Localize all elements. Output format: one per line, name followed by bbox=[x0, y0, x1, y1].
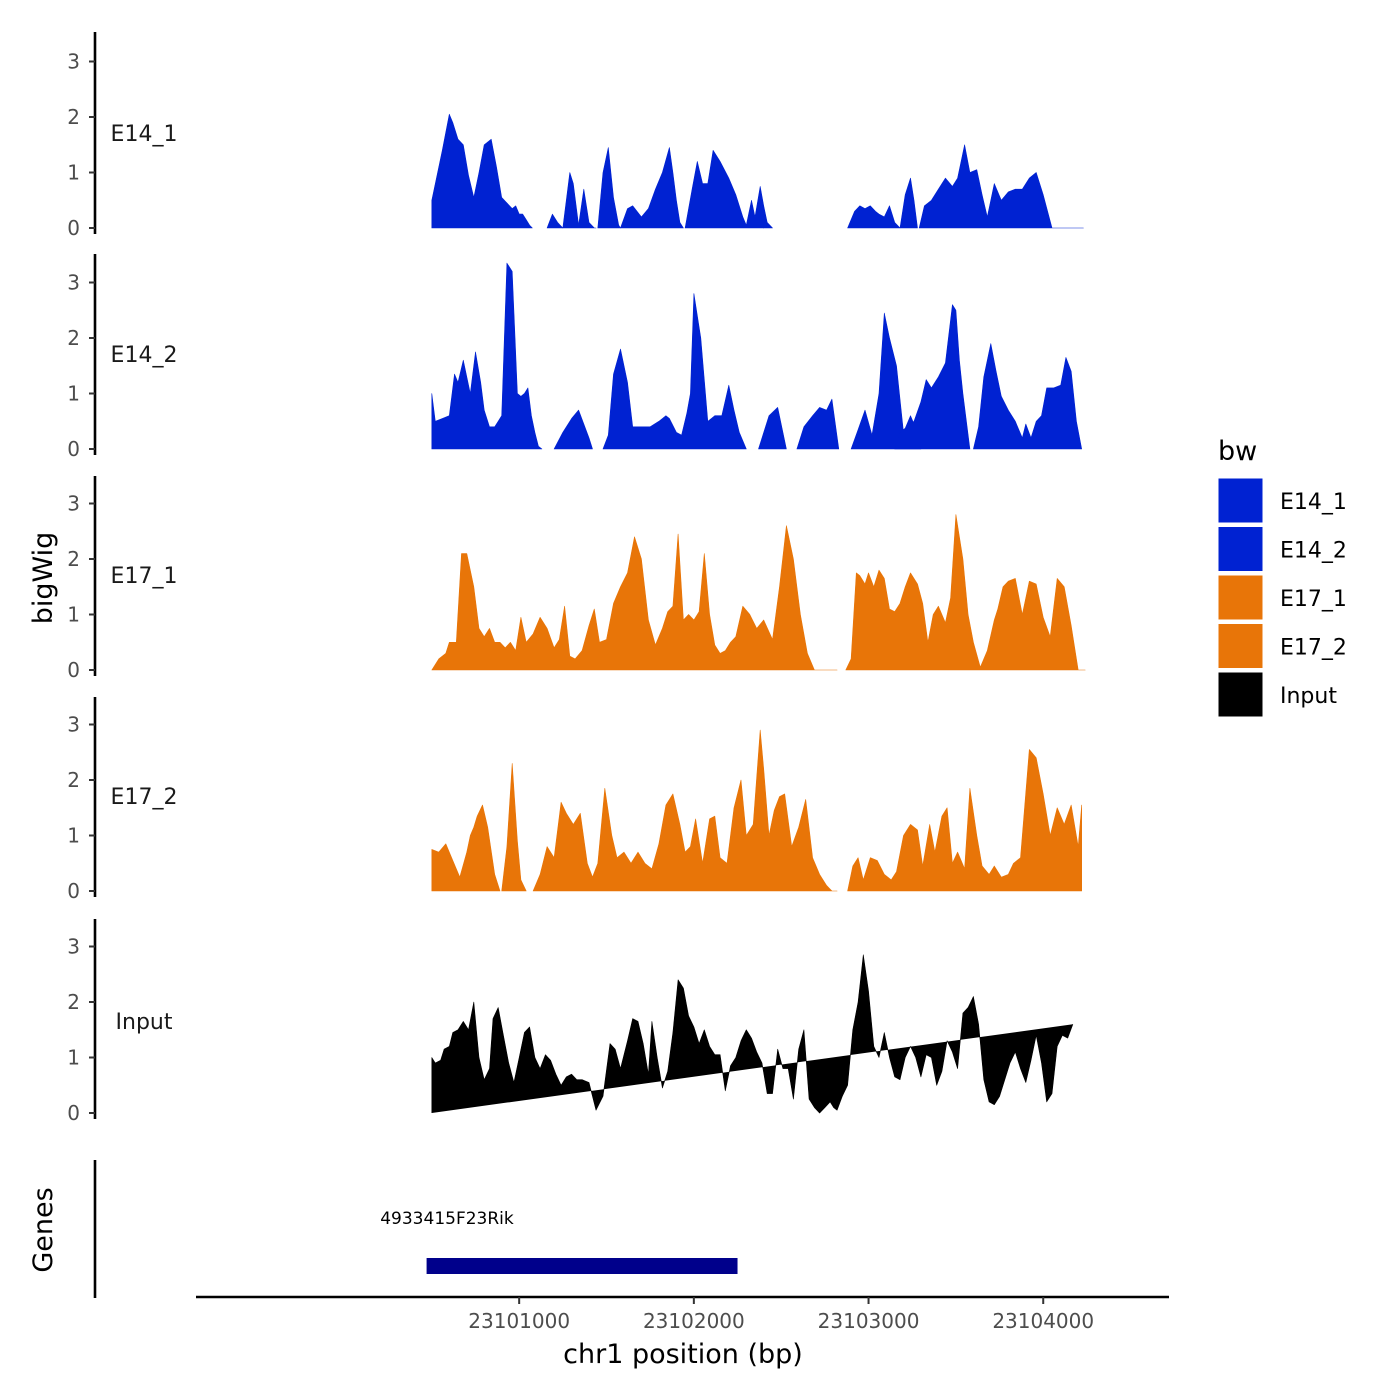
legend-swatch-Input bbox=[1217, 671, 1264, 718]
legend-title: bw bbox=[1218, 436, 1257, 467]
y-axis-title: bigWig bbox=[28, 532, 59, 625]
y-tick-label: 3 bbox=[67, 492, 80, 516]
legend-label-E17_1: E17_1 bbox=[1280, 587, 1347, 612]
genes-axis-title: Genes bbox=[28, 1187, 59, 1272]
track-label: E14_1 bbox=[111, 122, 178, 147]
area-E17_2 bbox=[501, 763, 527, 892]
area-E14_2 bbox=[796, 398, 840, 450]
track-E14_1: 0 1 2 3 E14_1 bbox=[67, 32, 1084, 240]
area-E14_2 bbox=[758, 407, 787, 450]
area-Input bbox=[431, 954, 1074, 1114]
legend-swatch-E17_1 bbox=[1217, 574, 1264, 621]
y-tick-label: 3 bbox=[67, 271, 80, 295]
area-E17_2 bbox=[532, 729, 838, 892]
tracks-layer: 0 1 2 3 E14_1 0 1 2 3 E14_2 0 1 2 3 E17_1 0 1 2 3 E17_2 0 1 2 3… bbox=[67, 32, 1086, 1125]
y-tick-label: 3 bbox=[67, 50, 80, 74]
legend-label-E14_2: E14_2 bbox=[1280, 539, 1347, 564]
area-E17_1 bbox=[431, 525, 838, 671]
legend-label-E14_1: E14_1 bbox=[1280, 490, 1347, 515]
y-tick-label: 2 bbox=[67, 547, 80, 571]
x-tick-label: 23102000 bbox=[643, 1309, 745, 1333]
legend-label-Input: Input bbox=[1280, 684, 1337, 709]
y-tick-label: 0 bbox=[67, 216, 80, 240]
area-E14_1 bbox=[546, 213, 564, 229]
area-E14_1 bbox=[620, 147, 684, 229]
gene-label: 4933415F23Rik bbox=[380, 1209, 514, 1229]
area-E14_2 bbox=[973, 343, 1082, 450]
area-E14_1 bbox=[684, 150, 764, 229]
track-label: E17_1 bbox=[111, 564, 178, 589]
area-E14_1 bbox=[847, 177, 918, 229]
track-label: Input bbox=[116, 1010, 173, 1035]
y-tick-label: 0 bbox=[67, 1101, 80, 1125]
area-E14_1 bbox=[431, 113, 533, 229]
y-tick-label: 2 bbox=[67, 768, 80, 792]
y-tick-label: 1 bbox=[67, 824, 80, 848]
area-E14_1 bbox=[562, 172, 597, 229]
legend-label-E17_2: E17_2 bbox=[1280, 636, 1347, 661]
gene-body bbox=[426, 1258, 738, 1274]
y-tick-label: 3 bbox=[67, 935, 80, 959]
area-E14_2 bbox=[894, 304, 971, 450]
x-axis: 23101000 23102000 23103000 23104000 bbox=[196, 1295, 1169, 1333]
area-E17_2 bbox=[431, 804, 501, 892]
genes-layer: 4933415F23Rik bbox=[93, 1160, 738, 1298]
area-E17_2 bbox=[847, 749, 1082, 892]
track-E17_1: 0 1 2 3 E17_1 bbox=[67, 476, 1086, 682]
area-E14_2 bbox=[602, 293, 747, 450]
area-E14_2 bbox=[553, 409, 593, 450]
x-axis-title: chr1 position (bp) bbox=[563, 1339, 803, 1370]
legend-swatch-E14_1 bbox=[1217, 477, 1264, 524]
y-tick-label: 2 bbox=[67, 990, 80, 1014]
x-tick-label: 23101000 bbox=[468, 1309, 570, 1333]
area-E17_1 bbox=[845, 514, 1086, 671]
y-tick-label: 1 bbox=[67, 603, 80, 627]
y-tick-label: 0 bbox=[67, 879, 80, 903]
track-label: E17_2 bbox=[111, 785, 178, 810]
legend-swatch-E17_2 bbox=[1217, 623, 1264, 669]
track-Input: 0 1 2 3 Input bbox=[67, 919, 1074, 1125]
x-tick-label: 23103000 bbox=[818, 1309, 920, 1333]
y-tick-label: 2 bbox=[67, 326, 80, 350]
area-E14_1 bbox=[763, 205, 773, 229]
area-E14_1 bbox=[597, 147, 621, 229]
y-tick-label: 0 bbox=[67, 437, 80, 461]
y-tick-label: 1 bbox=[67, 382, 80, 406]
area-E14_1 bbox=[918, 144, 1084, 229]
y-tick-label: 0 bbox=[67, 658, 80, 682]
y-tick-label: 1 bbox=[67, 1046, 80, 1070]
y-tick-label: 1 bbox=[67, 161, 80, 185]
track-E17_2: 0 1 2 3 E17_2 bbox=[67, 697, 1082, 903]
legend: bw E14_1 E14_2 E17_1 E17_2 Input bbox=[1217, 436, 1347, 718]
track-label: E14_2 bbox=[111, 343, 178, 368]
legend-swatch-E14_2 bbox=[1217, 526, 1264, 572]
y-tick-label: 3 bbox=[67, 713, 80, 737]
track-E14_2: 0 1 2 3 E14_2 bbox=[67, 254, 1082, 461]
y-tick-label: 2 bbox=[67, 105, 80, 129]
x-tick-label: 23104000 bbox=[992, 1309, 1094, 1333]
area-E14_2 bbox=[431, 262, 543, 450]
